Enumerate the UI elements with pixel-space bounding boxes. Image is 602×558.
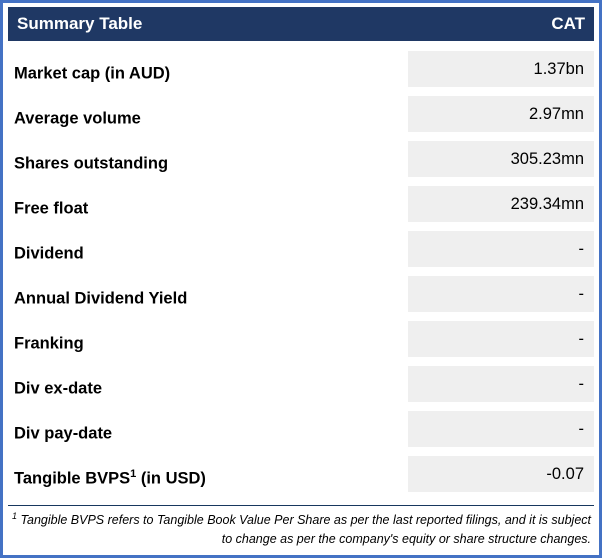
row-label-text: Div pay-date xyxy=(14,424,113,443)
table-row: Annual Dividend Yield - xyxy=(8,276,594,312)
row-label-text: Shares outstanding xyxy=(14,154,169,173)
row-value: - xyxy=(408,366,594,402)
table-header: Summary Table CAT xyxy=(8,7,594,41)
row-value: - xyxy=(408,411,594,447)
row-label: Div ex-date xyxy=(8,366,408,402)
row-label-text: Franking xyxy=(14,334,84,353)
row-label-text: Annual Dividend Yield xyxy=(14,289,188,308)
table-row: Div ex-date - xyxy=(8,366,594,402)
row-value: 1.37bn xyxy=(408,51,594,87)
table-row: Tangible BVPS1 (in USD) -0.07 xyxy=(8,456,594,492)
row-label: Annual Dividend Yield xyxy=(8,276,408,312)
row-label-text: Dividend xyxy=(14,244,84,263)
row-label-text: Market cap (in AUD) xyxy=(14,64,171,83)
row-label-text: Tangible BVPS xyxy=(14,469,131,488)
row-label-text: Div ex-date xyxy=(14,379,103,398)
row-label: Div pay-date xyxy=(8,411,408,447)
row-value: 2.97mn xyxy=(408,96,594,132)
row-label: Tangible BVPS1 (in USD) xyxy=(8,456,408,492)
table-row: Shares outstanding 305.23mn xyxy=(8,141,594,177)
row-value: -0.07 xyxy=(408,456,594,492)
row-label-suffix: (in USD) xyxy=(136,469,206,488)
row-label: Dividend xyxy=(8,231,408,267)
table-row: Market cap (in AUD) 1.37bn xyxy=(8,51,594,87)
table-body: Market cap (in AUD) 1.37bn Average volum… xyxy=(8,41,594,505)
table-row: Average volume 2.97mn xyxy=(8,96,594,132)
row-label: Average volume xyxy=(8,96,408,132)
table-row: Div pay-date - xyxy=(8,411,594,447)
ticker-label: CAT xyxy=(551,14,585,33)
row-label: Franking xyxy=(8,321,408,357)
row-value: - xyxy=(408,321,594,357)
footnote-superscript: 1 xyxy=(12,511,18,522)
row-value: - xyxy=(408,276,594,312)
table-title: Summary Table xyxy=(17,14,143,33)
row-label: Shares outstanding xyxy=(8,141,408,177)
row-value: 239.34mn xyxy=(408,186,594,222)
row-label: Free float xyxy=(8,186,408,222)
row-label-text: Free float xyxy=(14,199,89,218)
row-value: 305.23mn xyxy=(408,141,594,177)
row-value: - xyxy=(408,231,594,267)
row-label-superscript: 1 xyxy=(130,468,137,480)
row-label: Market cap (in AUD) xyxy=(8,51,408,87)
footnote: 1 Tangible BVPS refers to Tangible Book … xyxy=(8,505,594,555)
table-row: Free float 239.34mn xyxy=(8,186,594,222)
table-row: Franking - xyxy=(8,321,594,357)
footnote-text: Tangible BVPS refers to Tangible Book Va… xyxy=(17,513,591,547)
row-label-text: Average volume xyxy=(14,109,141,128)
table-row: Dividend - xyxy=(8,231,594,267)
